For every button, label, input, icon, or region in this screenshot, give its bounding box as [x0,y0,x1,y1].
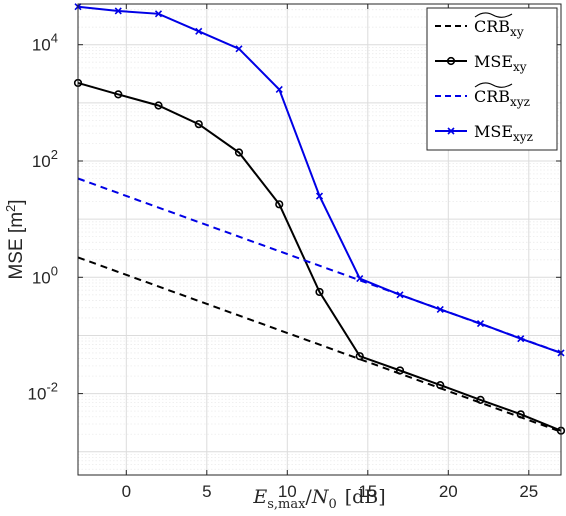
data-point-mse_xyz [114,7,122,15]
legend-marker-mse_xyz [447,127,455,135]
data-point-mse_xyz [476,320,485,328]
data-point-mse_xy [114,90,123,99]
x-tick-label: 20 [439,482,458,501]
data-point-mse_xy [275,200,284,209]
data-point-mse_xyz [356,275,364,283]
y-tick-label: 104 [32,31,58,55]
data-point-mse_xy [395,366,405,375]
data-point-mse_xy [355,352,364,361]
x-tick-label: 15 [358,482,377,501]
data-point-mse_xy [234,148,244,157]
data-point-mse_xyz [235,45,243,53]
legend: CRBxy MSExy CRBxyz MSExyz [426,7,558,151]
series-line-crb_xyz [77,177,562,354]
legend-label-mse_xyz: MSExyz [474,122,533,144]
series-line-crb_xy [77,256,562,433]
x-tick-label: 0 [122,482,131,501]
data-point-mse_xyz [195,27,203,35]
x-axis-label: Es,max/N0 [dB] [252,486,385,512]
y-axis-label: MSE [m2] [3,199,27,279]
legend-tilde-crb_xyz [474,82,513,88]
data-point-mse_xy [476,395,485,404]
axes-box [77,3,562,476]
data-point-mse_xyz [154,10,163,18]
legend-label-crb_xy: CRBxy [474,17,524,39]
data-point-mse_xy [436,380,445,390]
plot-series [73,3,566,435]
y-tick-label: 102 [32,147,58,171]
y-tick-label: 100 [32,263,58,287]
data-point-mse_xyz [315,192,324,200]
legend-label-mse_xy: MSExy [474,52,527,74]
legend-label-crb_xyz: CRBxyz [474,87,530,109]
data-point-mse_xy [194,120,203,129]
x-tick-label: 10 [278,482,297,501]
data-point-mse_xyz [275,85,283,94]
data-point-mse_xyz [396,291,404,299]
data-point-mse_xy [315,287,324,297]
data-point-mse_xyz [436,305,444,314]
series-line-mse_xy [77,81,562,432]
legend-box [426,7,558,151]
data-point-mse_xy [516,410,525,419]
x-tick-label: 5 [202,482,211,501]
data-point-mse_xyz [517,335,525,343]
x-tick-label: 25 [519,482,538,501]
legend-marker-mse_xy [446,56,456,66]
data-point-mse_xy [154,101,163,110]
y-tick-label: 10-2 [28,380,58,404]
grid [78,3,561,476]
legend-tilde-crb_xy [474,12,513,18]
